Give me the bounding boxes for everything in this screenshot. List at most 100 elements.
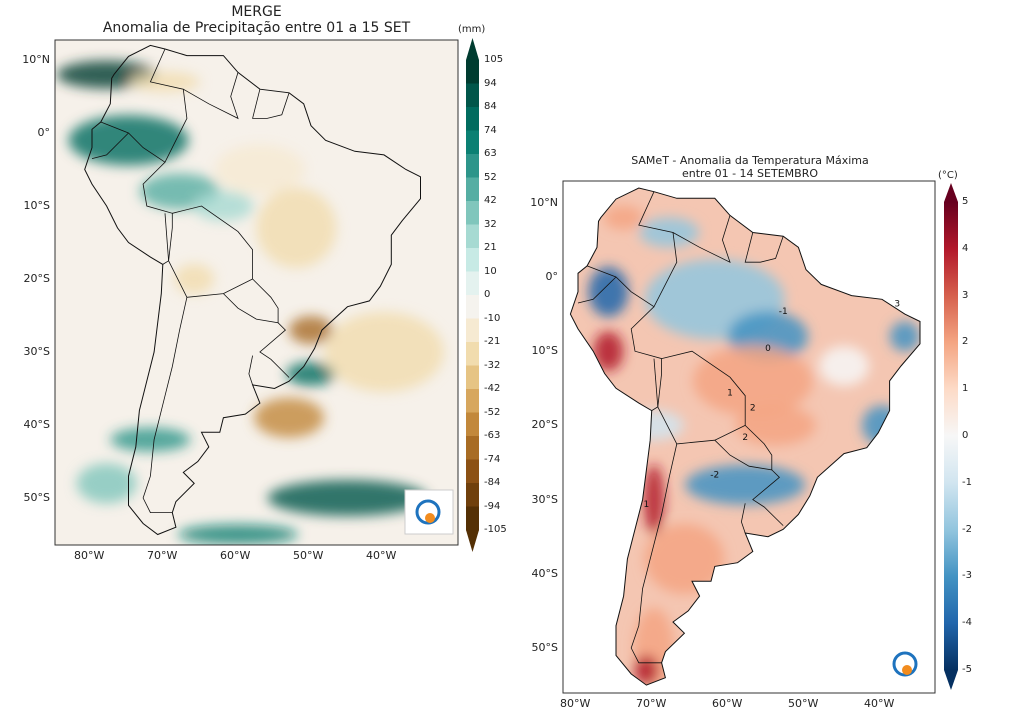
- colorbar-segment: [466, 271, 479, 296]
- axis-tick-label: 80°W: [74, 549, 105, 562]
- left-logo-ring: [415, 499, 441, 525]
- colorbar-tick-label: -63: [484, 430, 501, 441]
- colorbar-tick-label: -32: [484, 359, 501, 371]
- colorbar-tick-label: 94: [484, 77, 497, 89]
- left-coastline: [84, 44, 421, 536]
- left-map-title: MERGE: [231, 4, 282, 20]
- axis-tick-label: 40°S: [531, 566, 558, 580]
- colorbar-tick-label: -94: [484, 500, 501, 512]
- colorbar-tick-label: 74: [484, 124, 497, 136]
- anomaly-blob: [76, 463, 137, 504]
- precipitation-anomaly-field: [56, 60, 444, 545]
- anomaly-blob: [178, 524, 298, 545]
- colorbar-max-arrow: [466, 38, 479, 60]
- right-country-border: [744, 232, 784, 263]
- left-inpe-logo: [404, 489, 454, 535]
- axis-tick-label: 20°S: [531, 418, 558, 432]
- right-country-border: [672, 215, 731, 263]
- contour-label: -2: [710, 470, 719, 480]
- temperature-colorbar-bar: [944, 202, 958, 670]
- colorbar-tick-label: 63: [484, 148, 497, 159]
- axis-tick-label: 50°S: [23, 491, 50, 504]
- contour-label: -1: [779, 307, 788, 317]
- left-map-frame: [54, 39, 459, 546]
- colorbar-tick-label: 52: [484, 171, 497, 183]
- colorbar-tick-label: -2: [962, 523, 972, 535]
- contour-label: 1: [644, 500, 650, 510]
- colorbar-tick-label: -105: [484, 524, 507, 535]
- axis-tick-label: 10°N: [530, 195, 558, 209]
- colorbar-segment: [466, 483, 479, 507]
- anomaly-blob: [68, 115, 189, 166]
- anomaly-blob: [286, 361, 336, 386]
- colorbar-tick-label: 1: [962, 383, 969, 395]
- right-colorbar-unit: (°C): [938, 170, 958, 181]
- left-country-border: [183, 72, 239, 120]
- axis-tick-label: 40°W: [366, 549, 397, 562]
- right-country-border: [653, 358, 659, 407]
- colorbar-segment: [466, 436, 479, 460]
- axis-tick-label: 50°W: [293, 549, 324, 562]
- colorbar-segment: [466, 248, 479, 272]
- colorbar-segment: [466, 107, 479, 131]
- anomaly-blob: [110, 427, 191, 452]
- axis-tick-label: 0°: [37, 126, 51, 139]
- left-country-border: [168, 205, 253, 298]
- colorbar-tick-label: 32: [484, 218, 497, 230]
- axis-tick-label: 20°S: [23, 272, 50, 285]
- anomaly-blob: [644, 523, 725, 594]
- right-logo-dot: [902, 665, 912, 675]
- colorbar-tick-label: -10: [484, 312, 501, 324]
- anomaly-blob: [130, 71, 200, 92]
- contour-label: 0: [765, 344, 771, 354]
- anomaly-blob: [639, 217, 700, 248]
- colorbar-segment: [466, 365, 479, 390]
- colorbar-tick-label: -5: [962, 664, 972, 675]
- colorbar-min-arrow: [466, 530, 479, 552]
- colorbar-max-arrow: [944, 183, 958, 202]
- precipitation-colorbar: [466, 38, 479, 552]
- axis-tick-label: 60°W: [712, 697, 743, 710]
- colorbar-segment: [466, 60, 479, 84]
- right-country-border: [586, 191, 678, 308]
- axis-tick-label: 10°S: [531, 344, 558, 358]
- colorbar-tick-label: -84: [484, 477, 501, 488]
- left-country-border: [164, 213, 169, 261]
- anomaly-blob: [267, 480, 428, 516]
- left-country-border: [248, 355, 253, 386]
- right-country-border: [740, 503, 746, 534]
- anomaly-blob: [214, 144, 305, 195]
- axis-tick-label: 70°W: [147, 549, 178, 562]
- right-map-frame: [562, 180, 936, 694]
- left-country-border: [91, 132, 129, 159]
- anomaly-blob: [819, 346, 869, 387]
- right-country-border: [752, 469, 784, 526]
- colorbar-tick-label: -1: [962, 476, 972, 488]
- axis-tick-label: 50°W: [788, 697, 819, 710]
- contour-label: 2: [742, 433, 748, 443]
- right-map-title: SAMeT - Anomalia da Temperatura Máxima: [631, 154, 869, 167]
- colorbar-segment: [466, 201, 479, 225]
- colorbar-segment: [466, 130, 479, 155]
- left-country-border: [252, 89, 290, 119]
- colorbar-tick-label: 3: [962, 289, 969, 301]
- temperature-anomaly-field: [588, 205, 920, 686]
- right-coastline: [569, 187, 921, 686]
- anomaly-blob: [685, 464, 806, 505]
- colorbar-tick-label: -21: [484, 336, 501, 347]
- anomaly-blob: [644, 464, 664, 535]
- axis-tick-label: 10°S: [23, 199, 50, 212]
- colorbar-tick-label: 0: [484, 289, 491, 300]
- anomaly-blob: [324, 312, 444, 392]
- anomaly-blob: [254, 397, 325, 438]
- colorbar-segment: [466, 459, 479, 484]
- left-logo-dot: [425, 513, 435, 523]
- right-inpe-logo: [892, 651, 918, 677]
- colorbar-tick-label: -74: [484, 453, 501, 465]
- colorbar-segment: [466, 154, 479, 178]
- axis-tick-label: 30°S: [23, 345, 50, 358]
- colorbar-segment: [466, 177, 479, 202]
- axis-tick-label: 40°W: [864, 697, 895, 710]
- anomaly-blob: [193, 191, 254, 221]
- contour-label: 2: [750, 404, 756, 414]
